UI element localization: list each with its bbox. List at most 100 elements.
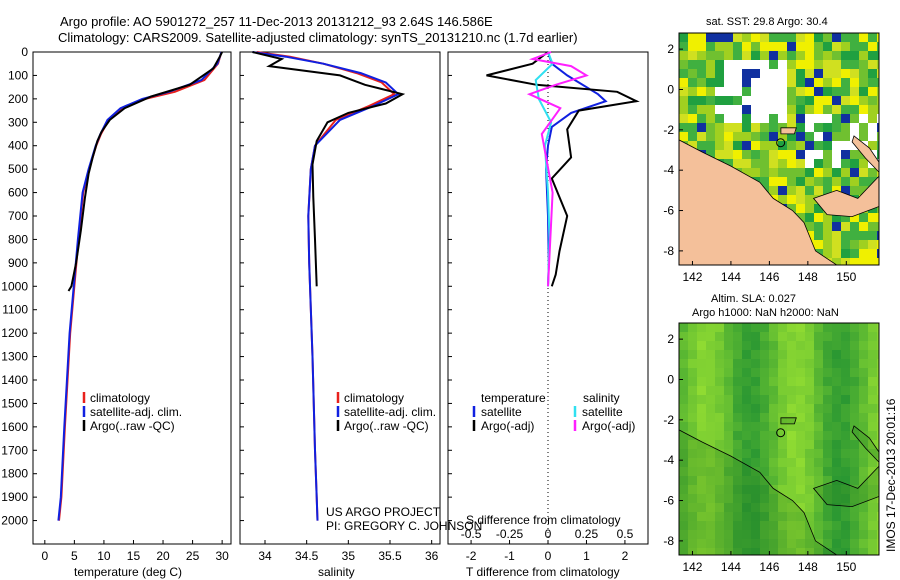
map-cell (841, 521, 851, 531)
map-cell (724, 123, 734, 133)
map-cell (859, 422, 869, 432)
map-cell (742, 359, 752, 369)
map-cell (868, 105, 878, 115)
map-cell (751, 123, 761, 133)
map-cell (868, 341, 878, 351)
map-cell (859, 231, 869, 241)
x-tick-label-salinity: -0.5 (461, 527, 482, 541)
map-cell (706, 539, 716, 549)
map-cell (706, 87, 716, 97)
map-cell (877, 521, 879, 531)
map-cell (742, 431, 752, 441)
map-cell (778, 150, 788, 160)
map-cell (679, 96, 689, 106)
map-cell (778, 494, 788, 504)
map-cell (733, 548, 743, 555)
map-cell (697, 521, 707, 531)
map-cell (724, 458, 734, 468)
map-cell (832, 485, 842, 495)
map-cell (742, 87, 752, 97)
map-cell (751, 395, 761, 405)
map-cell (742, 78, 752, 88)
map-cell (742, 123, 752, 133)
map-cell (805, 503, 815, 513)
x-tick-label-salinity: 0.25 (575, 527, 599, 541)
map-cell (814, 96, 824, 106)
map-cell (715, 458, 725, 468)
map-cell (841, 530, 851, 540)
sst-map-ticks: 142 144 146 148 150 2 0 -2 -4 -6 -8 (663, 42, 856, 284)
map-cell (850, 177, 860, 187)
map-cell (850, 530, 860, 540)
map-cell (823, 213, 833, 223)
x-tick-label: 5 (71, 549, 78, 563)
map-cell (832, 359, 842, 369)
map-cell (823, 240, 833, 250)
map-cell (832, 258, 842, 265)
map-cell (724, 476, 734, 486)
map-cell (751, 323, 761, 333)
map-cell (769, 132, 779, 142)
map-cell (805, 150, 815, 160)
map-cell (778, 395, 788, 405)
map-cell (706, 114, 716, 124)
map-cell (796, 485, 806, 495)
map-cell (814, 332, 824, 342)
map-cell (706, 548, 716, 555)
map-cell (724, 96, 734, 106)
map-cell (751, 440, 761, 450)
map-cell (805, 413, 815, 423)
map-cell (760, 96, 770, 106)
map-cell (697, 51, 707, 61)
map-cell (715, 530, 725, 540)
map-cell (877, 449, 879, 459)
map-cell (679, 521, 689, 531)
map-cell (796, 42, 806, 52)
map-cell (769, 476, 779, 486)
map-cell (859, 222, 869, 232)
difference-xlabel-top: S difference from climatology (466, 513, 621, 527)
map-cell (742, 503, 752, 513)
map-cell (697, 413, 707, 423)
map-cell (814, 530, 824, 540)
map-cell (778, 195, 788, 205)
map-cell (868, 33, 878, 43)
map-cell (877, 485, 879, 495)
map-cell (796, 413, 806, 423)
map-cell (787, 476, 797, 486)
map-cell (679, 114, 689, 124)
map-cell (688, 323, 698, 333)
map-cell (787, 386, 797, 396)
map-cell (724, 404, 734, 414)
map-cell (796, 51, 806, 61)
map-cell (823, 458, 833, 468)
sst-map-frame (678, 32, 880, 266)
map-cell (832, 159, 842, 169)
map-cell (733, 141, 743, 151)
map-cell (877, 341, 879, 351)
map-cell (823, 42, 833, 52)
map-cell (787, 186, 797, 196)
map-cell (751, 51, 761, 61)
map-cell (751, 377, 761, 387)
map-cell (715, 105, 725, 115)
map-cell (841, 132, 851, 142)
map-cell (724, 159, 734, 169)
map-cell (859, 186, 869, 196)
map-cell (769, 114, 779, 124)
map-cell (850, 449, 860, 459)
map-cell (733, 458, 743, 468)
map-cell (715, 359, 725, 369)
map-cell (760, 494, 770, 504)
map-cell (751, 485, 761, 495)
map-cell (823, 413, 833, 423)
map-cell (697, 440, 707, 450)
map-cell (760, 548, 770, 555)
map-cell (742, 96, 752, 106)
map-cell (823, 249, 833, 259)
map-cell (832, 240, 842, 250)
map-cell (688, 494, 698, 504)
x-tick-label: 36 (425, 549, 439, 563)
map-cell (769, 449, 779, 459)
x-tick-label: 142 (682, 560, 702, 574)
